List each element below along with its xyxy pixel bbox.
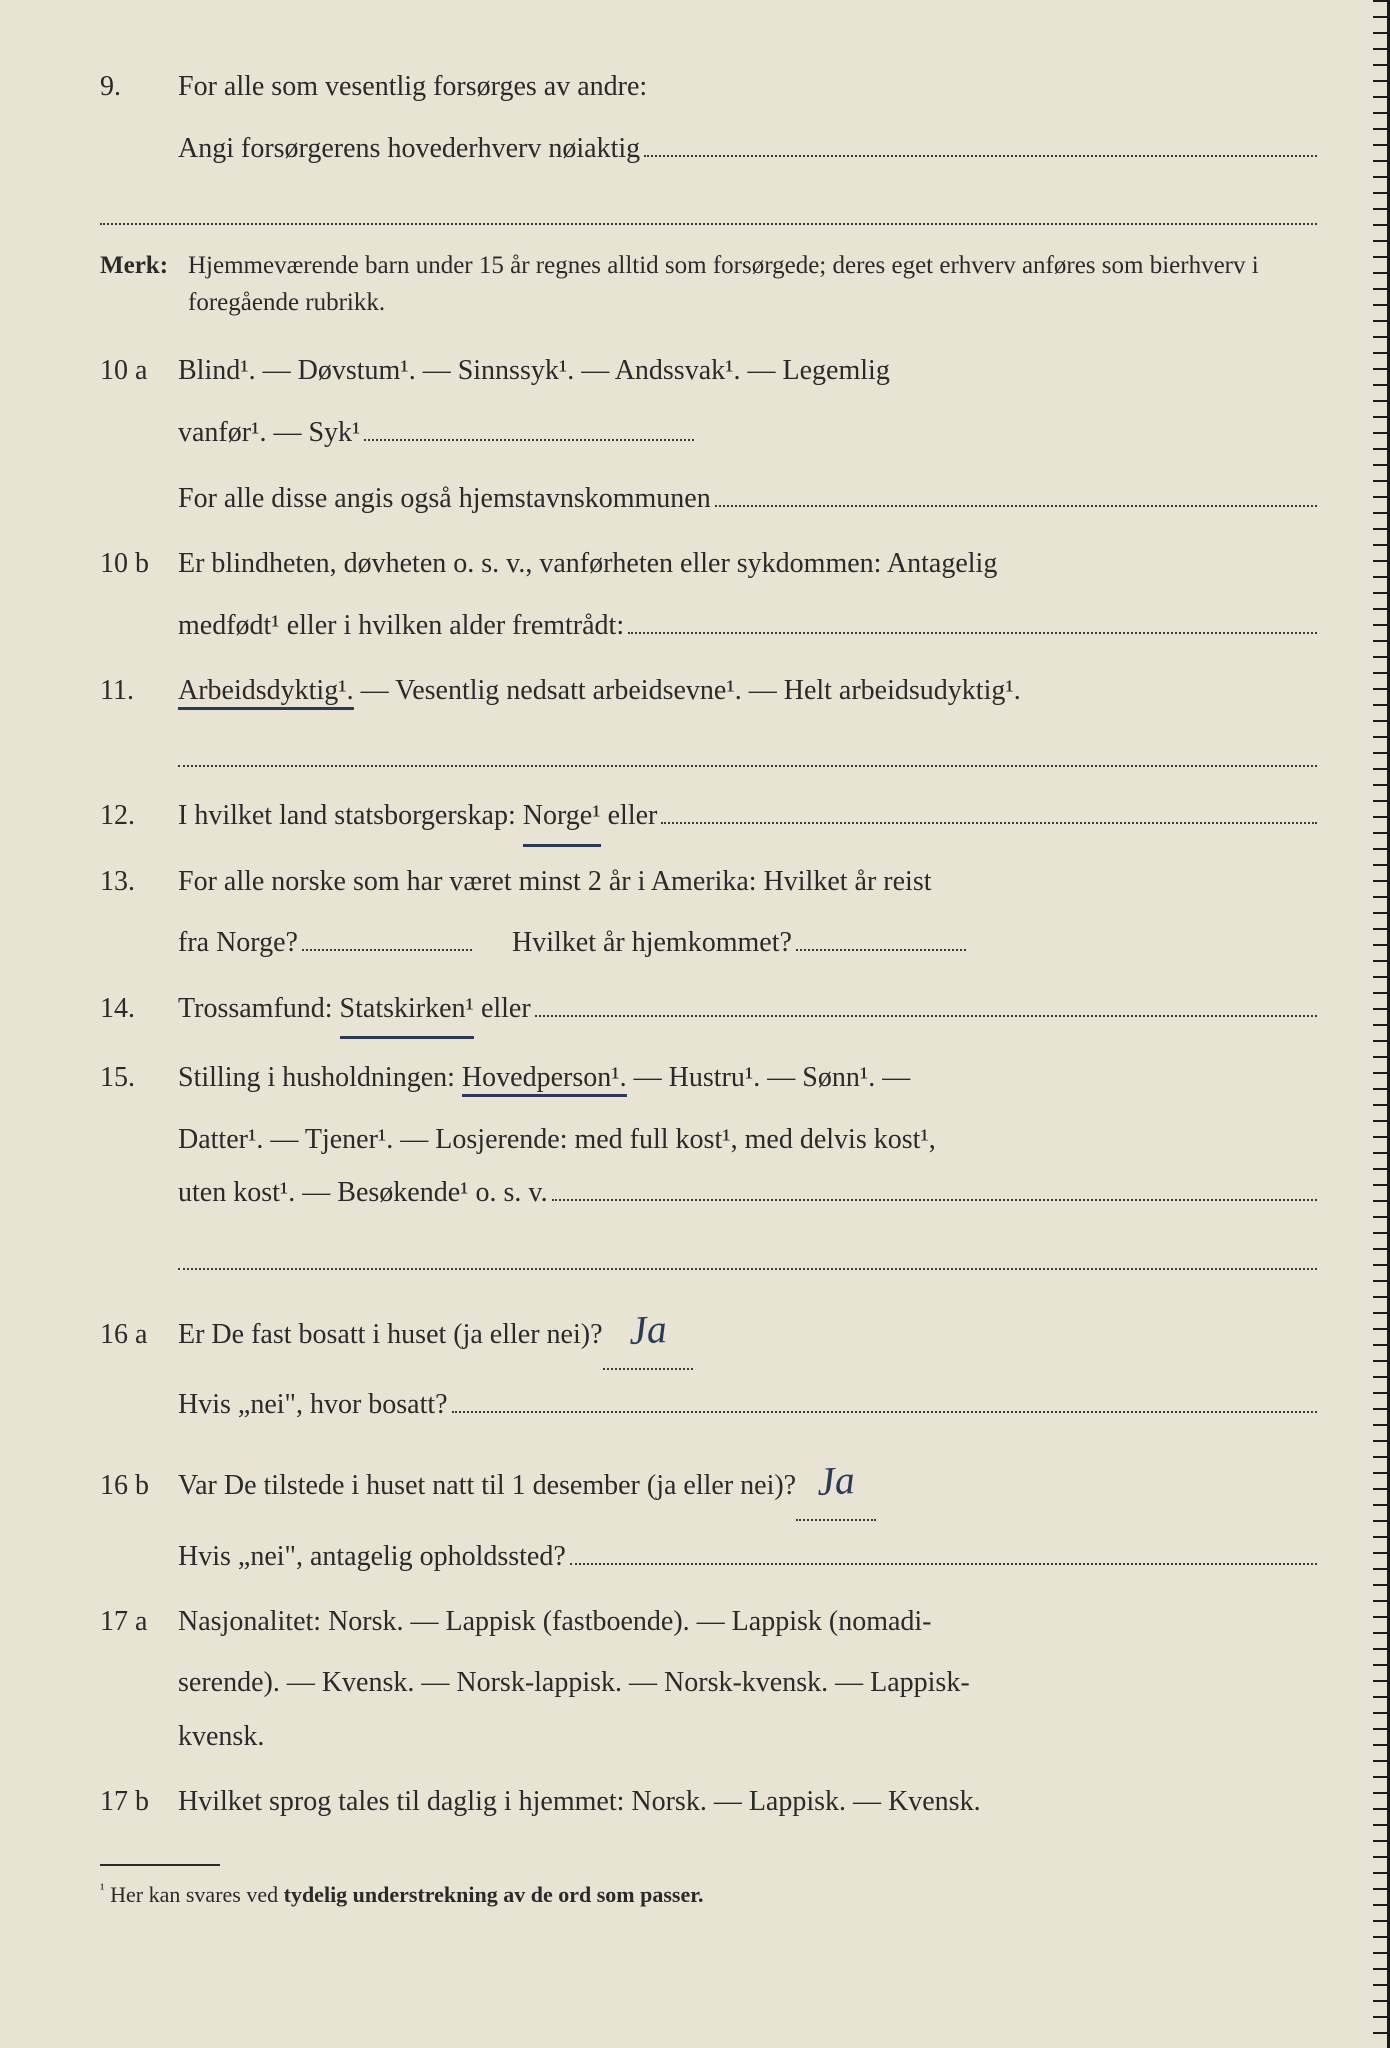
q16b-line2-text: Hvis „nei", antagelig opholdssted? [178, 1530, 566, 1583]
merk-text: Hjemmeværende barn under 15 år regnes al… [188, 247, 1317, 322]
q9-line2: Angi forsørgerens hovederhverv nøiaktig [178, 122, 640, 175]
q12-selected[interactable]: Norge¹ [523, 789, 601, 846]
q10b-line2: medfødt¹ eller i hvilken alder fremtrådt… [178, 598, 1317, 652]
q11: 11. Arbeidsdyktig¹. — Vesentlig nedsatt … [100, 664, 1317, 717]
footnote: ¹ Her kan svares ved tydelig understrekn… [100, 1874, 1317, 1916]
q9-blank[interactable] [644, 121, 1317, 157]
q12-text-a: I hvilket land statsborgerskap: [178, 789, 516, 842]
q16b-answer: Ja [815, 1442, 857, 1520]
q13: 13. For alle norske som har været minst … [100, 855, 1317, 908]
q16a-line2-text: Hvis „nei", hvor bosatt? [178, 1378, 448, 1431]
q17b-number: 17 b [100, 1775, 178, 1828]
divider-1 [100, 193, 1317, 225]
q10a-line2-text: vanfør¹. — Syk¹ [178, 406, 360, 459]
q14: 14. Trossamfund: Statskirken¹ eller [100, 982, 1317, 1040]
q16a-blank[interactable] [452, 1378, 1317, 1414]
q10a-blank2[interactable] [715, 471, 1317, 507]
q16a-content: Er De fast bosatt i huset (ja eller nei)… [178, 1292, 1317, 1370]
q16b-answer-field[interactable]: Ja [796, 1443, 876, 1521]
q16a-answer-field[interactable]: Ja [603, 1292, 693, 1370]
q16b-q: Var De tilstede i huset natt til 1 desem… [178, 1459, 796, 1512]
footnote-text-a: Her kan svares ved [110, 1882, 284, 1907]
q17a-line2: serende). — Kvensk. — Norsk-lappisk. — N… [178, 1656, 1317, 1709]
q9-line2-row: Angi forsørgerens hovederhverv nøiaktig [178, 121, 1317, 175]
q16b-content: Var De tilstede i huset natt til 1 desem… [178, 1443, 1317, 1521]
q10a: 10 a Blind¹. — Døvstum¹. — Sinnssyk¹. — … [100, 344, 1317, 397]
q10a-line3-text: For alle disse angis også hjemstavnskomm… [178, 472, 711, 525]
q15-blank[interactable] [552, 1166, 1317, 1202]
divider-3 [178, 1238, 1317, 1270]
q12-text-b: eller [608, 789, 658, 842]
q15-line1: Stilling i husholdningen: Hovedperson¹. … [178, 1051, 1317, 1104]
q15-selected[interactable]: Hovedperson¹. [462, 1062, 627, 1097]
q16a-q: Er De fast bosatt i huset (ja eller nei)… [178, 1308, 603, 1361]
q9: 9. For alle som vesentlig forsørges av a… [100, 60, 1317, 113]
q14-blank[interactable] [535, 982, 1317, 1018]
q12-content: I hvilket land statsborgerskap: Norge¹ e… [178, 789, 1317, 847]
q15-line1b: — Hustru¹. — Sønn¹. — [634, 1062, 911, 1093]
q16a-number: 16 a [100, 1308, 178, 1361]
q10b: 10 b Er blindheten, døvheten o. s. v., v… [100, 537, 1317, 590]
q10b-line1: Er blindheten, døvheten o. s. v., vanfør… [178, 537, 1317, 590]
q16b-number: 16 b [100, 1459, 178, 1512]
q13-blank1[interactable] [302, 916, 472, 952]
census-form-page: 9. For alle som vesentlig forsørges av a… [0, 0, 1390, 2048]
q9-number: 9. [100, 60, 178, 113]
q11-number: 11. [100, 664, 178, 717]
merk-label: Merk: [100, 247, 188, 322]
q14-text-b: eller [481, 982, 531, 1035]
q15: 15. Stilling i husholdningen: Hovedperso… [100, 1051, 1317, 1104]
q15-number: 15. [100, 1051, 178, 1104]
footnote-num: ¹ [100, 1881, 105, 1898]
q17a-line3: kvensk. [178, 1710, 1317, 1763]
q11-content: Arbeidsdyktig¹. — Vesentlig nedsatt arbe… [178, 664, 1317, 717]
q10a-line2: vanfør¹. — Syk¹ [178, 405, 1317, 459]
q13-blank2[interactable] [796, 916, 966, 952]
q12-blank[interactable] [661, 789, 1317, 825]
q10a-line3: For alle disse angis også hjemstavnskomm… [178, 471, 1317, 525]
q13-line2: fra Norge? Hvilket år hjemkommet? [178, 916, 1317, 970]
q14-selected[interactable]: Statskirken¹ [340, 982, 474, 1039]
q13-line2a: fra Norge? [178, 916, 298, 969]
q9-line1: For alle som vesentlig forsørges av andr… [178, 60, 1317, 113]
q13-line1: For alle norske som har været minst 2 år… [178, 855, 1317, 908]
q13-line2b: Hvilket år hjemkommet? [512, 916, 792, 969]
q17a: 17 a Nasjonalitet: Norsk. — Lappisk (fas… [100, 1595, 1317, 1648]
footnote-text-b: tydelig understrekning av de ord som pas… [284, 1882, 704, 1907]
q10a-line1: Blind¹. — Døvstum¹. — Sinnssyk¹. — Andss… [178, 344, 1317, 397]
q17a-line1: Nasjonalitet: Norsk. — Lappisk (fastboen… [178, 1595, 1317, 1648]
q17a-number: 17 a [100, 1595, 178, 1648]
q17b: 17 b Hvilket sprog tales til daglig i hj… [100, 1775, 1317, 1828]
q14-number: 14. [100, 982, 178, 1035]
q14-content: Trossamfund: Statskirken¹ eller [178, 982, 1317, 1040]
q16b: 16 b Var De tilstede i huset natt til 1 … [100, 1443, 1317, 1521]
q11-selected[interactable]: Arbeidsdyktig¹. [178, 675, 354, 710]
q10b-blank[interactable] [628, 598, 1317, 634]
q16a-answer: Ja [627, 1291, 669, 1369]
q16b-blank[interactable] [570, 1529, 1317, 1565]
q14-text-a: Trossamfund: [178, 982, 333, 1035]
q15-line3: uten kost¹. — Besøkende¹ o. s. v. [178, 1166, 548, 1219]
q10a-number: 10 a [100, 344, 178, 397]
divider-2 [178, 735, 1317, 767]
q12-number: 12. [100, 789, 178, 842]
q11-rest: — Vesentlig nedsatt arbeidsevne¹. — Helt… [354, 675, 1021, 706]
q12: 12. I hvilket land statsborgerskap: Norg… [100, 789, 1317, 847]
merk-note: Merk: Hjemmeværende barn under 15 år reg… [100, 247, 1317, 322]
q10b-number: 10 b [100, 537, 178, 590]
q10b-line2-text: medfødt¹ eller i hvilken alder fremtrådt… [178, 599, 624, 652]
footnote-rule [100, 1864, 220, 1866]
q15-line2: Datter¹. — Tjener¹. — Losjerende: med fu… [178, 1113, 1317, 1166]
q16a-line2: Hvis „nei", hvor bosatt? [178, 1378, 1317, 1432]
q15-line1a: Stilling i husholdningen: [178, 1062, 462, 1093]
q13-number: 13. [100, 855, 178, 908]
q15-line3-row: uten kost¹. — Besøkende¹ o. s. v. [178, 1166, 1317, 1220]
q10a-blank1[interactable] [364, 405, 694, 441]
q16a: 16 a Er De fast bosatt i huset (ja eller… [100, 1292, 1317, 1370]
q17b-text: Hvilket sprog tales til daglig i hjemmet… [178, 1775, 1317, 1828]
q16b-line2: Hvis „nei", antagelig opholdssted? [178, 1529, 1317, 1583]
